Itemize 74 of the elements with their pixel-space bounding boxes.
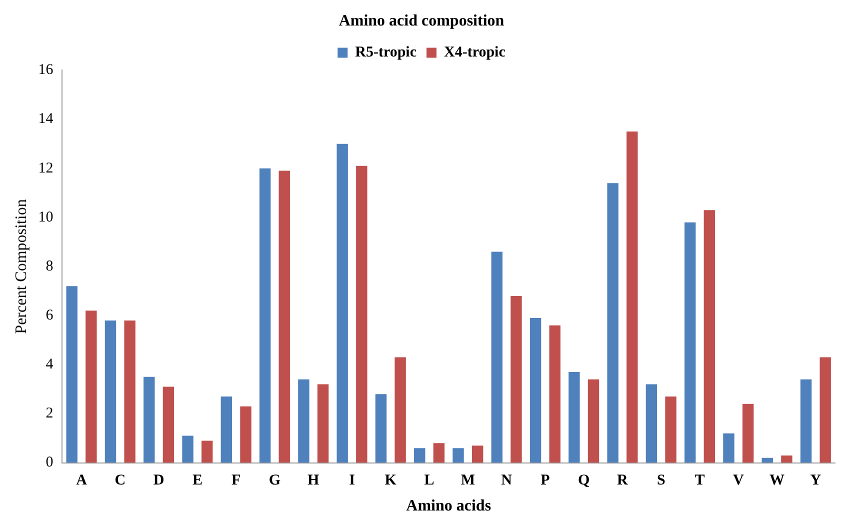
bar — [298, 379, 310, 463]
x-tick-label: G — [268, 472, 281, 489]
bar — [452, 448, 464, 463]
bar — [646, 384, 658, 463]
x-tick-label: T — [694, 472, 705, 489]
y-tick-label: 12 — [38, 160, 54, 176]
y-tick-label: 10 — [38, 209, 54, 226]
bar — [626, 132, 638, 463]
x-tick-label: K — [384, 472, 397, 489]
bar — [607, 183, 618, 463]
x-tick-label: E — [192, 472, 202, 489]
x-tick-label: H — [308, 472, 320, 489]
bar — [781, 455, 792, 463]
bar — [394, 357, 406, 463]
bar — [588, 379, 600, 463]
bar — [356, 166, 368, 463]
chart-title: Amino acid composition — [338, 12, 504, 30]
x-tick-label: C — [114, 472, 126, 489]
bar — [317, 384, 329, 463]
bar — [278, 170, 290, 463]
bar — [491, 252, 503, 463]
bar — [723, 433, 734, 463]
y-tick-label: 8 — [46, 258, 54, 274]
bar — [568, 372, 580, 463]
bar — [104, 320, 116, 463]
y-tick-label: 14 — [38, 111, 54, 128]
x-tick-label: A — [76, 472, 88, 489]
x-tick-label: R — [617, 472, 628, 489]
y-tick-label: 0 — [46, 454, 54, 471]
bar — [704, 210, 716, 463]
bar — [182, 436, 194, 463]
bar — [530, 318, 542, 463]
x-tick-label: D — [153, 472, 164, 489]
y-tick-label: 4 — [46, 356, 54, 373]
bar — [124, 320, 136, 463]
bar — [86, 310, 97, 463]
bar — [220, 396, 232, 463]
bar — [66, 286, 78, 463]
bar — [375, 394, 387, 463]
bar — [762, 458, 773, 463]
x-tick-label: Q — [578, 472, 590, 489]
bar — [433, 443, 445, 463]
bar — [201, 440, 213, 463]
x-tick-label: V — [732, 472, 744, 489]
bar — [800, 379, 812, 463]
legend-label: X4-tropic — [444, 44, 506, 61]
x-tick-label: N — [501, 472, 512, 489]
y-tick-label: 6 — [46, 308, 54, 324]
bar — [665, 396, 676, 463]
bar — [240, 406, 252, 463]
x-tick-label: S — [656, 472, 666, 489]
bar — [336, 144, 348, 463]
y-axis-title: Percent Composition — [12, 199, 30, 334]
legend-label: R5-tropic — [355, 44, 417, 61]
y-tick-label: 2 — [46, 406, 54, 422]
bar — [684, 222, 696, 463]
x-axis-title: Amino acids — [406, 498, 492, 515]
bar — [820, 357, 831, 463]
x-tick-label: M — [460, 472, 476, 489]
y-tick-label: 16 — [38, 62, 54, 78]
x-tick-label: F — [231, 472, 241, 489]
x-tick-label: Y — [810, 472, 822, 489]
bar — [259, 168, 271, 463]
bar — [162, 386, 174, 463]
bar — [414, 448, 426, 463]
bar — [510, 296, 522, 463]
bar — [472, 446, 484, 463]
x-tick-label: I — [349, 472, 356, 489]
bar — [144, 376, 155, 463]
bar — [549, 325, 560, 463]
x-tick-label: L — [424, 472, 434, 489]
x-tick-label: W — [770, 472, 785, 489]
bar — [742, 404, 754, 463]
x-tick-label: P — [540, 472, 550, 489]
